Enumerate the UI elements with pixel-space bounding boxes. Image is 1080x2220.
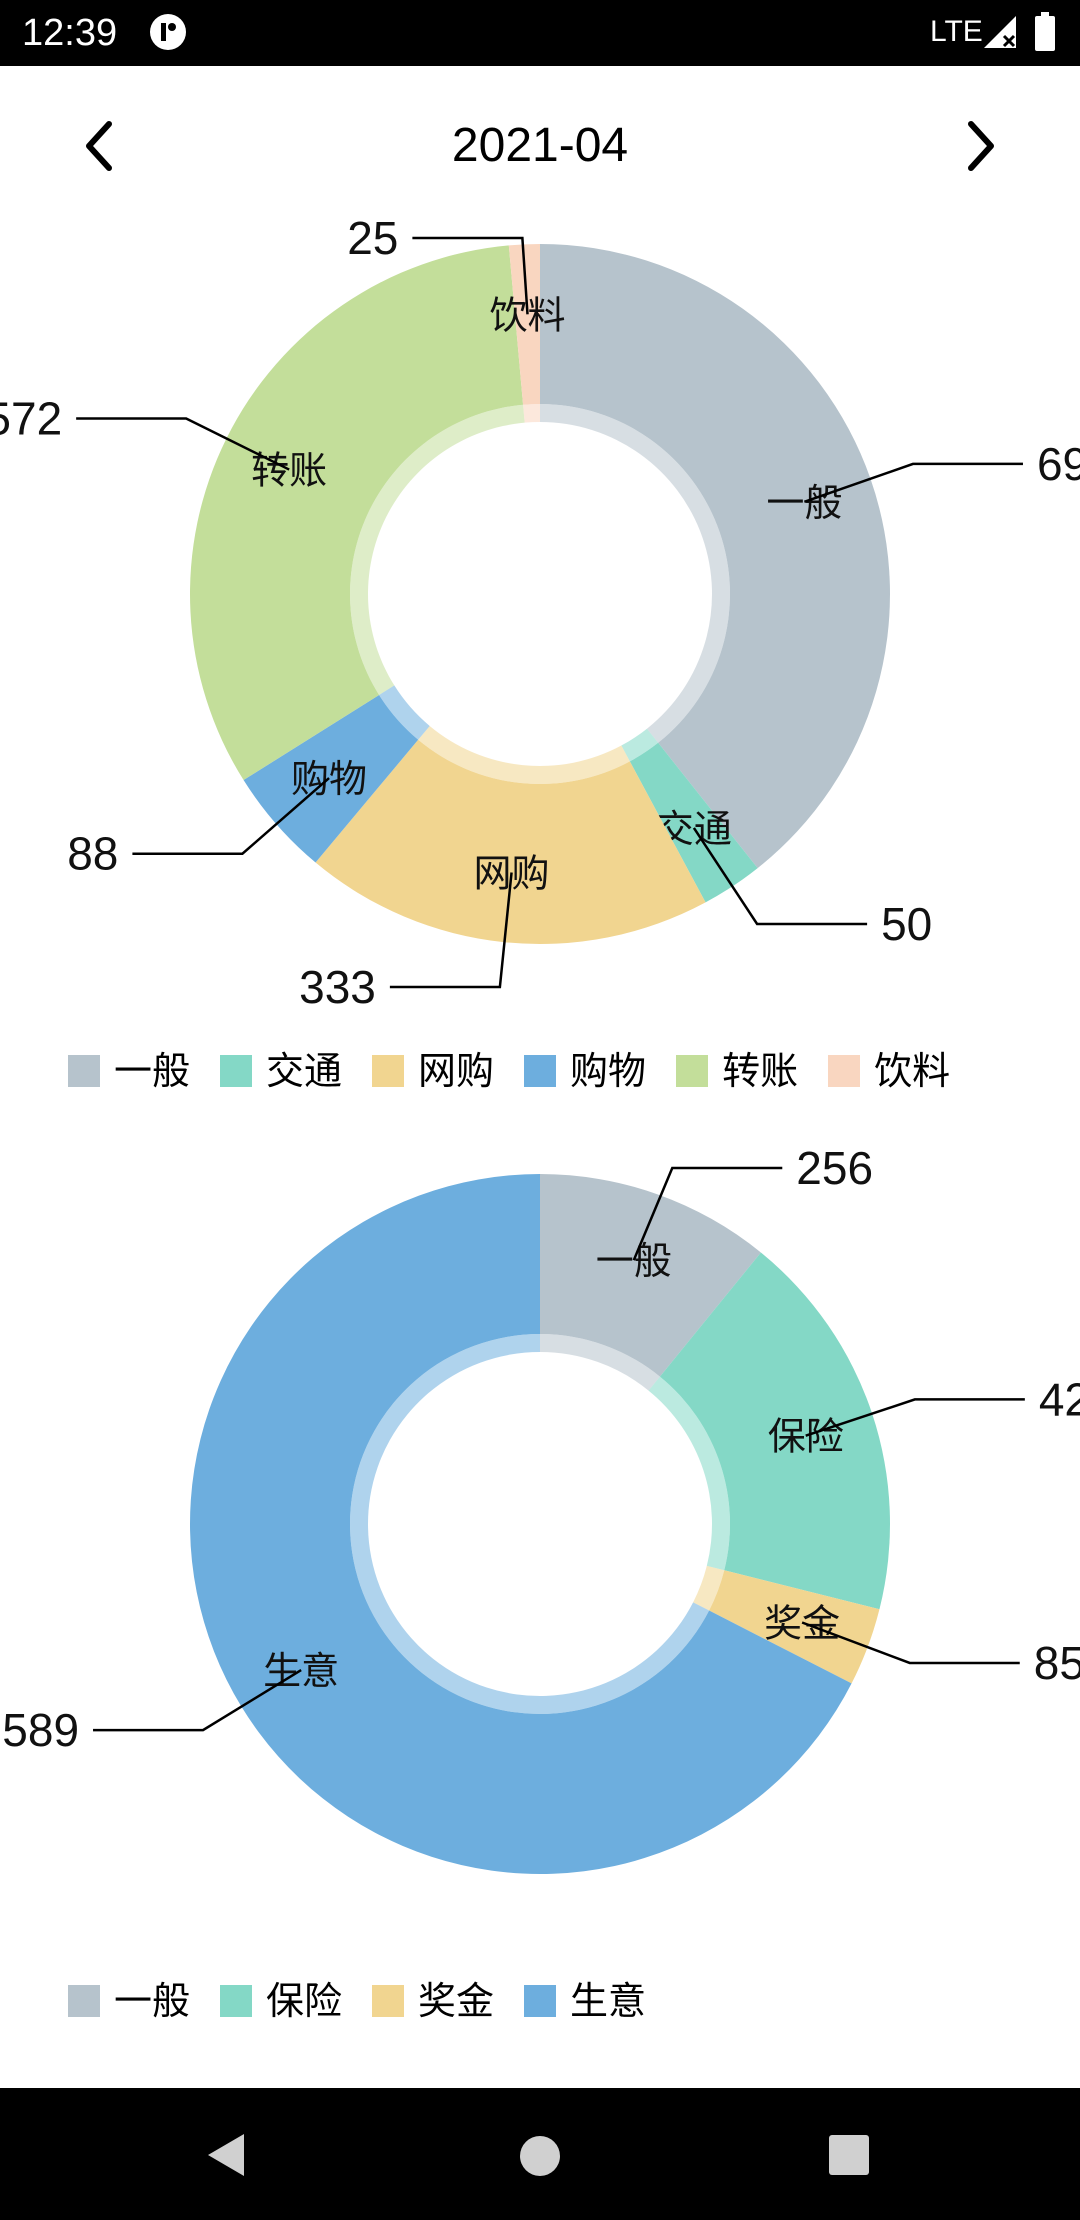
expense-slice-3-value-label: 88: [67, 828, 118, 880]
expense-slice-1-inner-ring: [621, 728, 659, 762]
income-slice-1-inner-ring: [648, 1376, 730, 1571]
income-legend-label: 奖金: [418, 1979, 495, 2023]
expense-slice-1[interactable]: [629, 742, 758, 903]
chevron-right-icon: [968, 121, 994, 171]
expense-legend-swatch: [524, 1055, 557, 1087]
expense-legend-swatch: [220, 1055, 253, 1087]
expense-slice-0-leader-line: [803, 462, 1023, 503]
income-slice-1[interactable]: [659, 1252, 890, 1610]
back-icon[interactable]: [200, 2128, 254, 2182]
expense-legend-swatch: [372, 1055, 405, 1087]
network-type: LTE: [930, 15, 983, 48]
expense-slice-5-value-label: 25: [347, 220, 398, 264]
expense-slice-4[interactable]: [190, 245, 524, 781]
expense-legend-label: 交通: [266, 1049, 343, 1093]
income-legend-swatch: [372, 1985, 405, 2017]
income-slice-1-leader-line: [805, 1398, 1025, 1437]
home-icon[interactable]: [516, 2132, 564, 2180]
income-legend-swatch: [524, 1985, 557, 2017]
expense-slice-4-leader-line: [76, 417, 290, 471]
expense-legend: 一般 交通 网购 购物 转账 饮料: [68, 1046, 980, 1096]
expense-slice-5-inner-ring: [523, 404, 540, 423]
income-legend-swatch: [220, 1985, 253, 2017]
income-legend-label: 生意: [570, 1979, 647, 2023]
status-bar: 12:39 LTE: [0, 0, 1080, 66]
expense-slice-1-value-label: 50: [881, 898, 932, 950]
income-slice-2[interactable]: [709, 1570, 880, 1684]
expense-legend-item-5[interactable]: 饮料: [828, 1046, 950, 1096]
period-title: 2021-04: [451, 119, 629, 172]
signal-icon: [984, 16, 1016, 48]
income-slice-0-inner-ring: [540, 1334, 660, 1391]
month-header: 2021-04: [0, 66, 1080, 226]
income-legend-label: 一般: [114, 1979, 191, 2023]
app-notification-icon: [150, 14, 186, 50]
income-legend-swatch: [68, 1985, 100, 2017]
income-slice-0-category-label: 一般: [596, 1239, 672, 1283]
income-donut-chart: 一般256保险425奖金85生意1,589: [0, 1150, 1080, 1874]
income-slice-1-value-label: 425: [1039, 1373, 1080, 1425]
income-slice-2-inner-ring: [693, 1565, 725, 1611]
expense-donut-chart: 一般692交通50网购333购物88转账572饮料25: [0, 220, 1080, 1013]
expense-slice-0-category-label: 一般: [766, 481, 842, 525]
expense-slice-0[interactable]: [540, 244, 891, 869]
income-legend-item-3[interactable]: 生意: [524, 1976, 646, 2026]
income-slice-0[interactable]: [540, 1174, 761, 1377]
expense-slice-2-value-label: 333: [299, 961, 376, 1013]
expense-legend-item-3[interactable]: 购物: [524, 1046, 646, 1096]
expense-slice-2[interactable]: [315, 739, 706, 945]
status-time: 12:39: [22, 12, 118, 54]
expense-slice-4-value-label: 572: [0, 392, 62, 444]
recents-icon[interactable]: [826, 2132, 872, 2178]
income-slice-1-category-label: 保险: [768, 1415, 844, 1459]
income-slice-3-leader-line: [93, 1669, 302, 1732]
expense-legend-label: 转账: [722, 1049, 799, 1093]
income-legend-item-0[interactable]: 一般: [68, 1976, 190, 2026]
expense-legend-item-0[interactable]: 一般: [68, 1046, 190, 1096]
expense-legend-item-4[interactable]: 转账: [676, 1046, 798, 1096]
expense-legend-swatch: [676, 1055, 709, 1087]
expense-legend-item-1[interactable]: 交通: [220, 1046, 342, 1096]
income-slice-0-leader-line: [632, 1166, 783, 1261]
expense-legend-label: 饮料: [874, 1049, 951, 1093]
income-slice-3[interactable]: [190, 1174, 852, 1874]
income-slice-2-leader-line: [801, 1621, 1020, 1665]
expense-slice-2-inner-ring: [418, 725, 630, 784]
system-navigation-bar: [0, 2088, 1080, 2220]
income-legend-item-2[interactable]: 奖金: [372, 1976, 494, 2026]
expense-slice-1-leader-line: [692, 827, 868, 926]
battery-icon: [1035, 12, 1055, 51]
expense-slice-0-value-label: 692: [1037, 438, 1080, 490]
expense-slice-5[interactable]: [508, 244, 540, 405]
expense-slice-3-inner-ring: [379, 685, 430, 740]
expense-slice-4-inner-ring: [350, 404, 525, 696]
previous-month-button[interactable]: [58, 104, 142, 188]
income-slice-2-value-label: 85: [1034, 1637, 1080, 1689]
expense-slice-3-leader-line: [132, 777, 330, 855]
income-legend: 一般 保险 奖金 生意: [68, 1976, 676, 2026]
next-month-button[interactable]: [938, 104, 1022, 188]
income-slice-0-value-label: 256: [796, 1150, 873, 1194]
expense-slice-3[interactable]: [243, 695, 419, 863]
expense-legend-label: 购物: [570, 1049, 647, 1093]
expense-slice-0-inner-ring: [540, 404, 731, 743]
income-legend-label: 保险: [266, 1979, 343, 2023]
expense-legend-label: 网购: [418, 1049, 495, 1093]
income-slice-3-value-label: 1,589: [0, 1704, 79, 1756]
expense-slice-2-leader-line: [389, 872, 513, 989]
expense-legend-item-2[interactable]: 网购: [372, 1046, 494, 1096]
expense-slice-5-leader-line: [412, 236, 529, 315]
income-legend-item-1[interactable]: 保险: [220, 1976, 342, 2026]
expense-legend-swatch: [68, 1055, 100, 1087]
expense-legend-swatch: [828, 1055, 861, 1087]
chevron-left-icon: [86, 121, 112, 171]
expense-legend-label: 一般: [114, 1049, 191, 1093]
